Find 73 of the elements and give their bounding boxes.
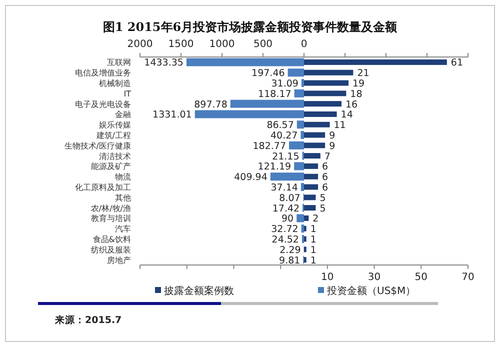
data-label: 5 <box>320 192 326 204</box>
data-label: 197.46 <box>252 68 285 80</box>
y-tick-label: 金融 <box>115 110 131 120</box>
y-tick-label: 化工原料及加工 <box>75 183 131 192</box>
y-tick-label: 电信及增值业务 <box>75 68 131 78</box>
x2-tick-label: 0 <box>300 39 308 50</box>
data-label: 5 <box>320 203 326 214</box>
data-label: 1331.01 <box>152 110 192 121</box>
y-tick-label: 生物技术/医疗健康 <box>64 141 131 150</box>
y-tick-label: IT <box>124 89 132 98</box>
data-label: 90 <box>282 214 294 225</box>
data-label: 37.14 <box>270 182 298 194</box>
data-label: 11 <box>334 120 346 132</box>
data-label: 2.29 <box>280 244 301 256</box>
y-tick-label: 娱乐传媒 <box>99 120 131 130</box>
x2-tick-label: 2000 <box>127 39 153 50</box>
y-tick-label: 其他 <box>115 193 131 202</box>
y-tick-label: 互联网 <box>107 58 131 68</box>
y-tick-label: 农/林/牧/渔 <box>90 204 131 213</box>
data-label: 1433.35 <box>144 58 184 69</box>
x-tick-label: 50 <box>414 272 428 283</box>
data-label: 19 <box>352 78 365 90</box>
data-label: 17.42 <box>272 203 300 214</box>
x2-tick-label: 500 <box>253 39 273 50</box>
data-label: 897.78 <box>194 99 228 110</box>
legend-label: 披露金额案例数 <box>164 285 234 297</box>
data-label: 1 <box>310 234 316 246</box>
y-tick-label: 物流 <box>115 172 131 182</box>
x2-tick-label: 1000 <box>209 39 235 50</box>
data-label: 21 <box>357 68 370 80</box>
data-label: 16 <box>345 99 358 110</box>
data-label: 6 <box>322 172 328 184</box>
data-label: 32.72 <box>271 224 298 236</box>
source-note: 来源：2015.7 <box>54 314 122 326</box>
data-label: 18 <box>350 88 362 100</box>
data-label: 8.07 <box>279 192 300 204</box>
data-label: 182.77 <box>252 140 286 152</box>
y-tick-label: 纺织及服装 <box>91 245 131 254</box>
data-label: 24.52 <box>272 234 299 246</box>
y-tick-label: 电子及光电设备 <box>75 100 131 109</box>
data-label: 21.15 <box>272 151 300 162</box>
data-label: 40.27 <box>270 130 298 142</box>
data-label: 9 <box>329 130 336 142</box>
x-tick-label: 30 <box>368 272 381 283</box>
y-tick-label: 机械制造 <box>99 79 131 88</box>
data-label: 409.94 <box>234 172 268 184</box>
y-tick-label: 清洁技术 <box>99 152 131 161</box>
y-tick-label: 建筑/工程 <box>95 131 131 140</box>
data-label: 121.19 <box>258 162 292 173</box>
data-label: 61 <box>450 58 464 69</box>
data-label: 9.81 <box>279 255 300 266</box>
y-tick-label: 食品&饮料 <box>92 235 131 244</box>
x-tick-label: 70 <box>462 272 474 283</box>
data-label: 86.57 <box>266 120 294 132</box>
data-label: 9 <box>329 140 336 152</box>
data-label: 6 <box>322 162 328 173</box>
y-tick-label: 能源及矿产 <box>91 162 131 172</box>
chart-title: 图1 2015年6月投资市场披露金额投资事件数量及金额 <box>102 20 398 34</box>
data-label: 7 <box>324 151 330 162</box>
data-label: 31.09 <box>271 78 298 90</box>
data-label: 2 <box>312 214 319 225</box>
x-tick-label: 10 <box>321 272 334 283</box>
data-label: 1 <box>310 224 316 236</box>
x2-tick-label: 1500 <box>168 39 194 50</box>
y-tick-label: 教育与培训 <box>91 214 131 224</box>
y-tick-label: 房地产 <box>107 256 131 265</box>
data-label: 1 <box>310 255 316 266</box>
y-tick-label: 汽车 <box>115 224 131 234</box>
data-label: 1 <box>310 244 316 256</box>
legend-label: 投资金额（US$M） <box>326 285 416 297</box>
data-label: 6 <box>322 182 328 194</box>
data-label: 118.17 <box>258 88 292 100</box>
data-label: 14 <box>340 110 353 121</box>
